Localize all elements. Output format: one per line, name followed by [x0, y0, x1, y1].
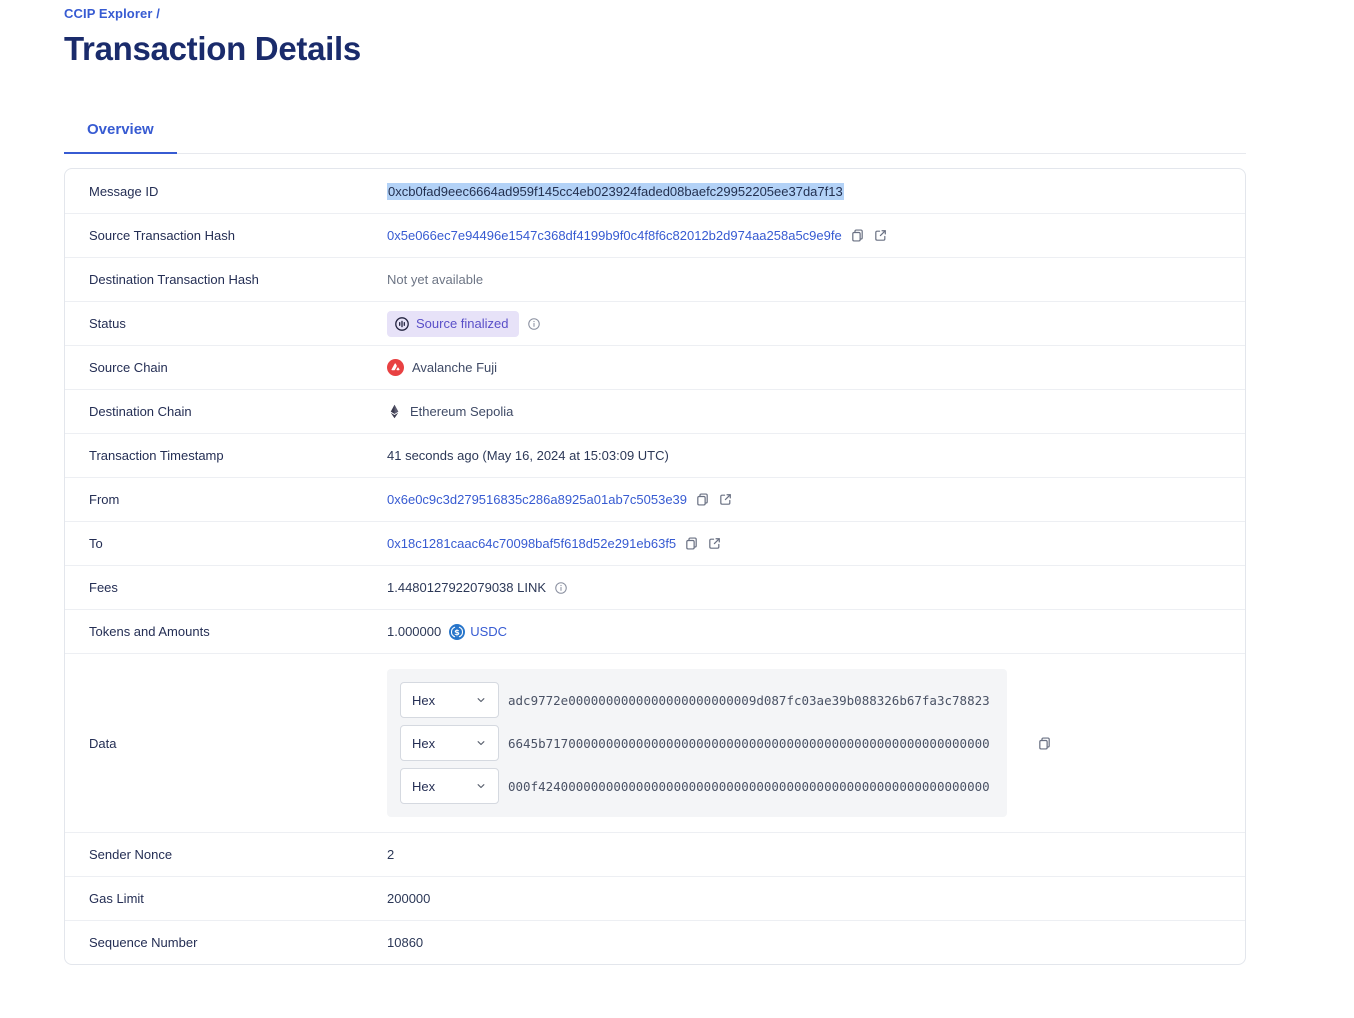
finality-icon: [394, 316, 410, 332]
copy-icon[interactable]: [695, 492, 710, 507]
data-hex-value: 6645b71700000000000000000000000000000000…: [508, 735, 990, 751]
row-data: Data Hex adc9772e00000000000000000000000…: [65, 653, 1245, 832]
info-icon[interactable]: [554, 581, 568, 595]
breadcrumb-separator: /: [156, 6, 160, 21]
row-source-chain: Source Chain Avalanche Fuji: [65, 345, 1245, 389]
row-label: To: [89, 536, 103, 551]
data-hex-value: 000f424000000000000000000000000000000000…: [508, 778, 990, 794]
row-gas-limit: Gas Limit 200000: [65, 876, 1245, 920]
row-sender-nonce: Sender Nonce 2: [65, 832, 1245, 876]
row-source-transaction-hash: Source Transaction Hash 0x5e066ec7e94496…: [65, 213, 1245, 257]
svg-text:$: $: [454, 626, 460, 636]
data-hex-line: Hex 000f42400000000000000000000000000000…: [400, 768, 994, 804]
data-hex-panel: Hex adc9772e0000000000000000000000009d08…: [387, 669, 1007, 817]
data-hex-line: Hex 6645b7170000000000000000000000000000…: [400, 725, 994, 761]
transaction-timestamp-value: 41 seconds ago (May 16, 2024 at 15:03:09…: [387, 448, 669, 463]
row-fees: Fees 1.4480127922079038 LINK: [65, 565, 1245, 609]
row-from: From 0x6e0c9c3d279516835c286a8925a01ab7c…: [65, 477, 1245, 521]
usdc-token-link[interactable]: $ USDC: [449, 623, 508, 640]
row-destination-chain: Destination Chain Ethereum Sepolia: [65, 389, 1245, 433]
row-label: From: [89, 492, 120, 507]
row-label: Sequence Number: [89, 935, 198, 950]
message-id-value: 0xcb0fad9eec6664ad959f145cc4eb023924fade…: [387, 182, 844, 200]
data-format-select-value: Hex: [412, 735, 436, 751]
external-link-icon[interactable]: [718, 492, 733, 507]
transaction-details-card: Message ID 0xcb0fad9eec6664ad959f145cc4e…: [64, 168, 1246, 965]
row-label: Sender Nonce: [89, 847, 173, 862]
copy-icon[interactable]: [684, 536, 699, 551]
transaction-details-page: CCIP Explorer / Transaction Details Over…: [64, 6, 1246, 965]
status-badge: Source finalized: [387, 310, 519, 337]
row-to: To 0x18c1281caac64c70098baf5f618d52e291e…: [65, 521, 1245, 565]
row-status: Status Source finalized: [65, 301, 1245, 345]
row-label: Transaction Timestamp: [89, 448, 224, 463]
external-link-icon[interactable]: [873, 228, 888, 243]
status-badge-label: Source finalized: [416, 316, 509, 331]
to-address-link[interactable]: 0x18c1281caac64c70098baf5f618d52e291eb63…: [387, 536, 677, 551]
source-transaction-hash-link[interactable]: 0x5e066ec7e94496e1547c368df4199b9f0c4f8f…: [387, 228, 842, 243]
data-hex-value: adc9772e0000000000000000000000009d087fc0…: [508, 692, 990, 708]
row-label: Fees: [89, 580, 118, 595]
data-format-select-value: Hex: [412, 692, 436, 708]
from-address-link[interactable]: 0x6e0c9c3d279516835c286a8925a01ab7c5053e…: [387, 492, 688, 507]
copy-icon[interactable]: [850, 228, 865, 243]
breadcrumb-link-ccip-explorer[interactable]: CCIP Explorer: [64, 6, 153, 21]
sequence-number-value: 10860: [387, 935, 424, 950]
copy-icon[interactable]: [1037, 736, 1052, 751]
breadcrumb: CCIP Explorer /: [64, 6, 1246, 21]
row-tokens-and-amounts: Tokens and Amounts 1.000000 $ USDC: [65, 609, 1245, 653]
tab-overview[interactable]: Overview: [64, 109, 177, 154]
source-chain-value: Avalanche Fuji: [412, 360, 498, 375]
data-format-select[interactable]: Hex: [400, 725, 499, 761]
data-format-select[interactable]: Hex: [400, 768, 499, 804]
token-amount-value: 1.000000: [387, 624, 442, 639]
data-hex-line: Hex adc9772e0000000000000000000000009d08…: [400, 682, 994, 718]
row-label: Destination Chain: [89, 404, 192, 419]
destination-transaction-hash-value: Not yet available: [387, 272, 484, 287]
row-transaction-timestamp: Transaction Timestamp 41 seconds ago (Ma…: [65, 433, 1245, 477]
external-link-icon[interactable]: [707, 536, 722, 551]
usdc-token-label: USDC: [470, 624, 508, 639]
ethereum-icon: [387, 404, 402, 419]
sender-nonce-value: 2: [387, 847, 395, 862]
chevron-down-icon: [475, 780, 487, 792]
info-icon[interactable]: [527, 317, 541, 331]
destination-chain-value: Ethereum Sepolia: [410, 404, 514, 419]
row-label: Destination Transaction Hash: [89, 272, 259, 287]
chevron-down-icon: [475, 694, 487, 706]
row-sequence-number: Sequence Number 10860: [65, 920, 1245, 964]
fees-value: 1.4480127922079038 LINK: [387, 580, 547, 595]
gas-limit-value: 200000: [387, 891, 431, 906]
row-label: Message ID: [89, 183, 159, 199]
usdc-icon: $: [449, 623, 466, 640]
row-label: Source Transaction Hash: [89, 228, 235, 243]
row-message-id: Message ID 0xcb0fad9eec6664ad959f145cc4e…: [65, 169, 1245, 213]
row-label: Status: [89, 316, 126, 331]
row-destination-transaction-hash: Destination Transaction Hash Not yet ava…: [65, 257, 1245, 301]
data-format-select[interactable]: Hex: [400, 682, 499, 718]
tab-bar: Overview: [64, 109, 1246, 154]
row-label: Tokens and Amounts: [89, 624, 210, 639]
avalanche-icon: [387, 359, 404, 376]
row-label: Data: [89, 735, 117, 751]
page-title: Transaction Details: [64, 30, 361, 67]
row-label: Gas Limit: [89, 891, 144, 906]
data-format-select-value: Hex: [412, 778, 436, 794]
chevron-down-icon: [475, 737, 487, 749]
row-label: Source Chain: [89, 360, 168, 375]
